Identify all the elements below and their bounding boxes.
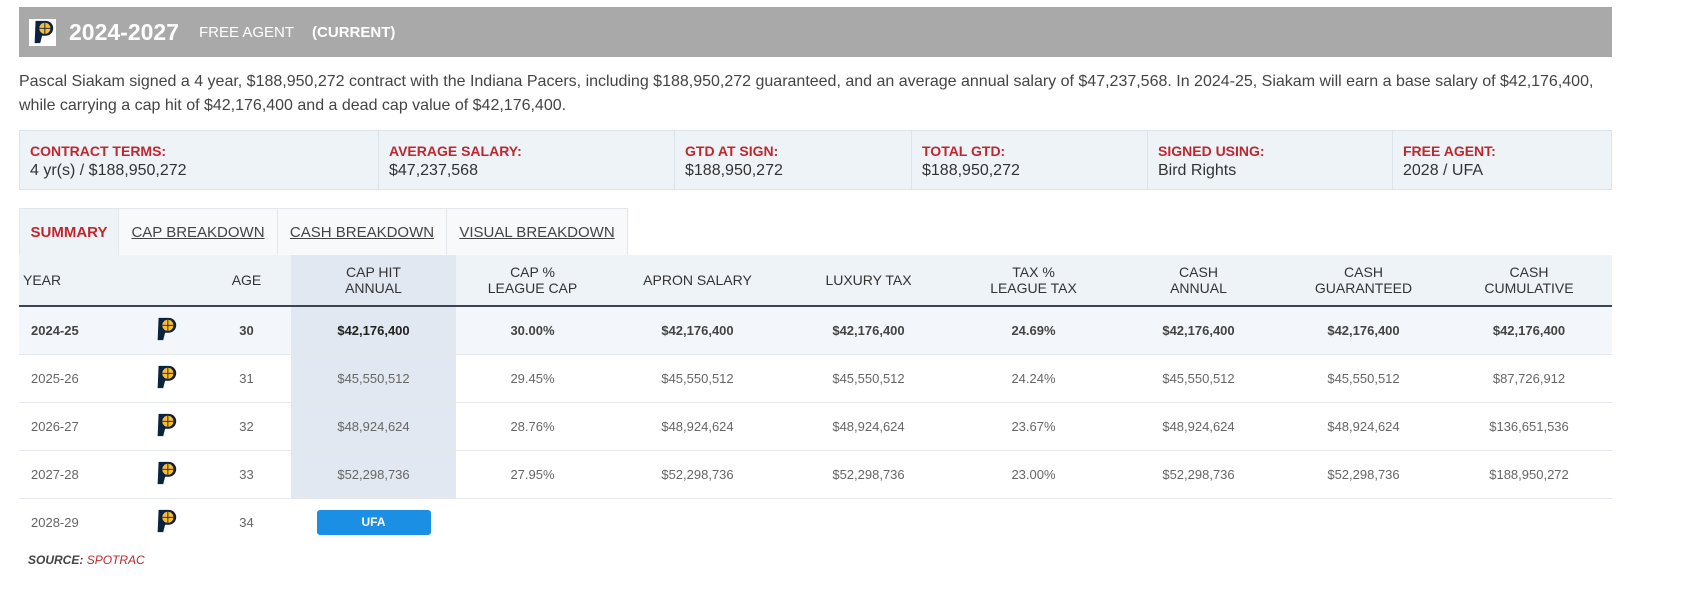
term-label: CONTRACT TERMS:: [30, 143, 167, 159]
tab-visual-breakdown[interactable]: VISUAL BREAKDOWN: [446, 209, 627, 255]
cell-cap_hit: $52,298,736: [291, 450, 456, 499]
cell-cap_pct: 27.95%: [456, 450, 609, 499]
cell-year: 2025-26: [19, 354, 130, 403]
cell-apron: $42,176,400: [609, 306, 786, 355]
contract-description: Pascal Siakam signed a 4 year, $188,950,…: [19, 73, 1594, 114]
cell-cash_cum: $188,950,272: [1446, 450, 1612, 499]
term-free-agent: FREE AGENT: 2028 / UFA: [1393, 131, 1611, 189]
col-cap-hit[interactable]: CAP HIT ANNUAL: [291, 255, 456, 307]
cell-cash_gtd: $42,176,400: [1281, 306, 1446, 355]
cell-apron: $45,550,512: [609, 354, 786, 403]
contract-terms: CONTRACT TERMS: 4 yr(s) / $188,950,272 AV…: [19, 130, 1612, 190]
cell-lux: $48,924,624: [786, 402, 951, 451]
term-value: Bird Rights: [1158, 162, 1237, 179]
cell-cap_pct: 29.45%: [456, 354, 609, 403]
current-label: (CURRENT): [312, 23, 396, 41]
term-average-salary: AVERAGE SALARY: $47,237,568: [379, 131, 675, 189]
term-label: TOTAL GTD:: [922, 143, 1006, 159]
cell-age: 33: [202, 450, 291, 499]
cell-year: 2028-29: [31, 515, 79, 530]
term-label: GTD AT SIGN:: [685, 143, 779, 159]
cell-cash_cum: $42,176,400: [1446, 306, 1612, 355]
cell-tax_pct: 24.69%: [951, 306, 1116, 355]
col-luxury-tax[interactable]: LUXURY TAX: [786, 255, 951, 307]
term-value: $188,950,272: [922, 162, 1020, 179]
cell-cash_cum: $136,651,536: [1446, 402, 1612, 451]
cell-age: 30: [202, 306, 291, 355]
col-year[interactable]: YEAR: [19, 255, 130, 307]
term-value: 4 yr(s) / $188,950,272: [30, 162, 187, 179]
cell-cap_hit: $48,924,624: [291, 402, 456, 451]
cell-lux: $52,298,736: [786, 450, 951, 499]
term-contract: CONTRACT TERMS: 4 yr(s) / $188,950,272: [20, 131, 379, 189]
table-row-free-agent: 2028-29 34 UFA: [19, 499, 1612, 547]
term-value: $188,950,272: [685, 162, 783, 179]
col-cash-annual[interactable]: CASH ANNUAL: [1116, 255, 1281, 307]
col-cash-guaranteed[interactable]: CASH GUARANTEED: [1281, 255, 1446, 307]
cell-age: 31: [202, 354, 291, 403]
cell-year: 2024-25: [19, 306, 130, 355]
contract-years: 2024-2027: [69, 18, 179, 45]
cell-cash_annual: $42,176,400: [1116, 306, 1281, 355]
cell-cap_hit: $42,176,400: [291, 306, 456, 355]
pacers-logo-icon: [130, 499, 202, 547]
source-link[interactable]: SPOTRAC: [86, 553, 145, 567]
cell-cash_gtd: $52,298,736: [1281, 450, 1446, 499]
term-signed-using: SIGNED USING: Bird Rights: [1148, 131, 1393, 189]
cell-lux: $42,176,400: [786, 306, 951, 355]
contract-header: 2024-2027 FREE AGENT (CURRENT): [19, 7, 1612, 57]
col-cash-cumulative[interactable]: CASH CUMULATIVE: [1446, 255, 1612, 307]
pacers-logo-icon: [130, 354, 202, 403]
col-team: [130, 255, 202, 307]
tabs: SUMMARY CAP BREAKDOWN CASH BREAKDOWN VIS…: [19, 208, 628, 255]
cell-cash_gtd: $45,550,512: [1281, 354, 1446, 403]
cell-cap_pct: 30.00%: [456, 306, 609, 355]
tab-summary[interactable]: SUMMARY: [20, 209, 118, 255]
pacers-logo-icon: [130, 306, 202, 355]
contract-table: YEAR AGE CAP HIT ANNUAL CAP % LEAGUE CAP A…: [19, 255, 1612, 546]
cell-apron: $48,924,624: [609, 402, 786, 451]
table-row: 2026-27 32 $48,924,624 28.76% $48,924,624 $48…: [19, 402, 1612, 451]
cell-tax_pct: 24.24%: [951, 354, 1116, 403]
pacers-logo-icon: [29, 18, 56, 46]
source: SOURCE: SPOTRAC: [28, 553, 145, 567]
cell-cash_annual: $48,924,624: [1116, 402, 1281, 451]
cell-cap_pct: 28.76%: [456, 402, 609, 451]
pacers-logo-icon: [130, 450, 202, 499]
cell-tax_pct: 23.67%: [951, 402, 1116, 451]
cell-lux: $45,550,512: [786, 354, 951, 403]
cell-cash_gtd: $48,924,624: [1281, 402, 1446, 451]
cell-tax_pct: 23.00%: [951, 450, 1116, 499]
cell-apron: $52,298,736: [609, 450, 786, 499]
term-label: AVERAGE SALARY:: [389, 143, 522, 159]
term-total-gtd: TOTAL GTD: $188,950,272: [912, 131, 1148, 189]
contract-status: FREE AGENT: [199, 23, 295, 41]
cell-cap_hit: $45,550,512: [291, 354, 456, 403]
term-label: FREE AGENT:: [1403, 143, 1496, 159]
cell-cash_annual: $45,550,512: [1116, 354, 1281, 403]
cell-year: 2026-27: [19, 402, 130, 451]
table-header-row: YEAR AGE CAP HIT ANNUAL CAP % LEAGUE CAP A…: [19, 255, 1612, 307]
cell-cash_cum: $87,726,912: [1446, 354, 1612, 403]
table-row: 2025-26 31 $45,550,512 29.45% $45,550,512 $45…: [19, 354, 1612, 403]
term-value: 2028 / UFA: [1403, 162, 1484, 179]
col-cap-pct[interactable]: CAP % LEAGUE CAP: [456, 255, 609, 307]
col-tax-pct[interactable]: TAX % LEAGUE TAX: [951, 255, 1116, 307]
pacers-logo-icon: [130, 402, 202, 451]
col-apron[interactable]: APRON SALARY: [609, 255, 786, 307]
table-row: 2024-25 30 $42,176,400 30.00% $42,176,400 $42…: [19, 306, 1612, 355]
table-row: 2027-28 33 $52,298,736 27.95% $52,298,736 $52…: [19, 450, 1612, 499]
tab-cap-breakdown[interactable]: CAP BREAKDOWN: [118, 209, 277, 255]
cell-age: 34: [239, 515, 254, 530]
cell-year: 2027-28: [19, 450, 130, 499]
term-value: $47,237,568: [389, 162, 478, 179]
ufa-badge[interactable]: UFA: [316, 510, 431, 535]
cell-cash_annual: $52,298,736: [1116, 450, 1281, 499]
col-age[interactable]: AGE: [202, 255, 291, 307]
term-label: SIGNED USING:: [1158, 143, 1265, 159]
tab-cash-breakdown[interactable]: CASH BREAKDOWN: [277, 209, 446, 255]
cell-age: 32: [202, 402, 291, 451]
term-gtd-at-sign: GTD AT SIGN: $188,950,272: [675, 131, 912, 189]
